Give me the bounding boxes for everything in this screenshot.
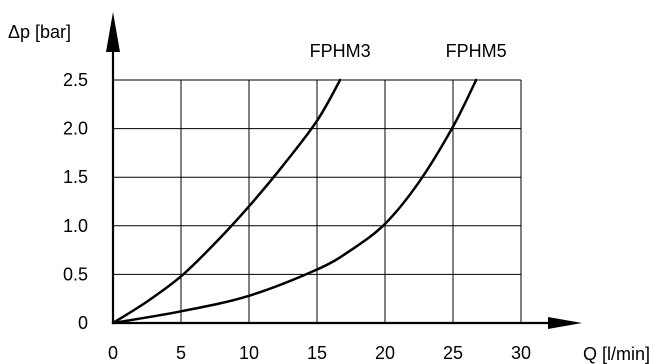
series-labels: FPHM3 FPHM5 — [310, 41, 507, 61]
x-tick-label: 10 — [239, 343, 259, 363]
series-line-fphm3 — [111, 78, 342, 325]
x-tick-label: 20 — [375, 343, 395, 363]
y-tick-label: 1.5 — [63, 167, 88, 187]
x-axis-label: Q [l/min] — [583, 344, 650, 364]
x-tick-label: 25 — [443, 343, 463, 363]
axes — [106, 12, 582, 329]
series-label-fphm3: FPHM3 — [310, 41, 371, 61]
y-tick-label: 0.5 — [63, 264, 88, 284]
y-tick-label: 2.0 — [63, 119, 88, 139]
x-axis-arrow — [548, 317, 582, 329]
x-tick-label: 0 — [108, 343, 118, 363]
y-axis-arrow — [106, 12, 120, 52]
y-tick-label: 1.0 — [63, 216, 88, 236]
y-tick-label: 0 — [78, 313, 88, 333]
y-tick-label: 2.5 — [63, 70, 88, 90]
tick-labels: 0 5 10 15 20 25 30 0 0.5 1.0 1.5 2.0 2.5 — [63, 70, 531, 363]
y-axis-label: Δp [bar] — [8, 22, 71, 42]
series-label-fphm5: FPHM5 — [446, 41, 507, 61]
x-tick-label: 30 — [511, 343, 531, 363]
series-curves — [111, 78, 478, 325]
x-tick-label: 5 — [176, 343, 186, 363]
x-tick-label: 15 — [307, 343, 327, 363]
series-line-fphm5 — [111, 78, 478, 325]
